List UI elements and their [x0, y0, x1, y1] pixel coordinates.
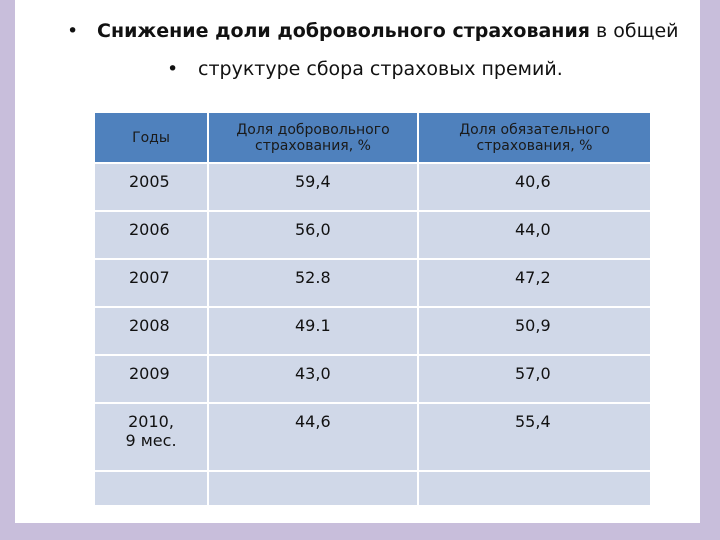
value-cell: 52.8: [207, 258, 419, 308]
value-cell: 49.1: [207, 306, 419, 356]
header-row: Годы Доля добровольного страхования, % Дол…: [93, 111, 652, 164]
year-cell: 2005: [93, 162, 209, 212]
table-row: 2007 52.8 47,2: [93, 258, 652, 308]
data-table: Годы Доля добровольного страхования, % Дол…: [93, 111, 652, 507]
year-cell: 2009: [93, 354, 209, 404]
value-cell: 50,9: [417, 306, 652, 356]
year-cell: 2010, 9 мес.: [93, 402, 209, 472]
table-row: 2005 59,4 40,6: [93, 162, 652, 212]
year-cell: 2008: [93, 306, 209, 356]
value-cell: 47,2: [417, 258, 652, 308]
table-row: 2008 49.1 50,9: [93, 306, 652, 356]
empty-row: [93, 470, 652, 507]
value-cell: 44,6: [207, 402, 419, 472]
bullet: •: [167, 58, 179, 80]
table-row: 2006 56,0 44,0: [93, 210, 652, 260]
header-cell: Годы: [93, 111, 209, 164]
year-cell: 2007: [93, 258, 209, 308]
value-cell: 55,4: [417, 402, 652, 472]
header-cell: Доля обязательного страхования, %: [417, 111, 652, 164]
table-row: 2009 43,0 57,0: [93, 354, 652, 404]
value-cell: 57,0: [417, 354, 652, 404]
table-row: 2010, 9 мес. 44,6 55,4: [93, 402, 652, 472]
empty-cell: [93, 470, 209, 507]
year-cell: 2006: [93, 210, 209, 260]
title-rest: в общей: [589, 20, 679, 42]
bullet: •: [67, 20, 79, 42]
value-cell: 56,0: [207, 210, 419, 260]
title-line: структуре сбора страховых премий.: [198, 58, 563, 80]
empty-cell: [417, 470, 652, 507]
value-cell: 40,6: [417, 162, 652, 212]
title-bold: Снижение доли добровольного страхования: [97, 20, 590, 42]
value-cell: 43,0: [207, 354, 419, 404]
title-line: Снижение доли добровольного страхования …: [97, 20, 679, 42]
value-cell: 59,4: [207, 162, 419, 212]
header-cell: Доля добровольного страхования, %: [207, 111, 419, 164]
empty-cell: [207, 470, 419, 507]
value-cell: 44,0: [417, 210, 652, 260]
